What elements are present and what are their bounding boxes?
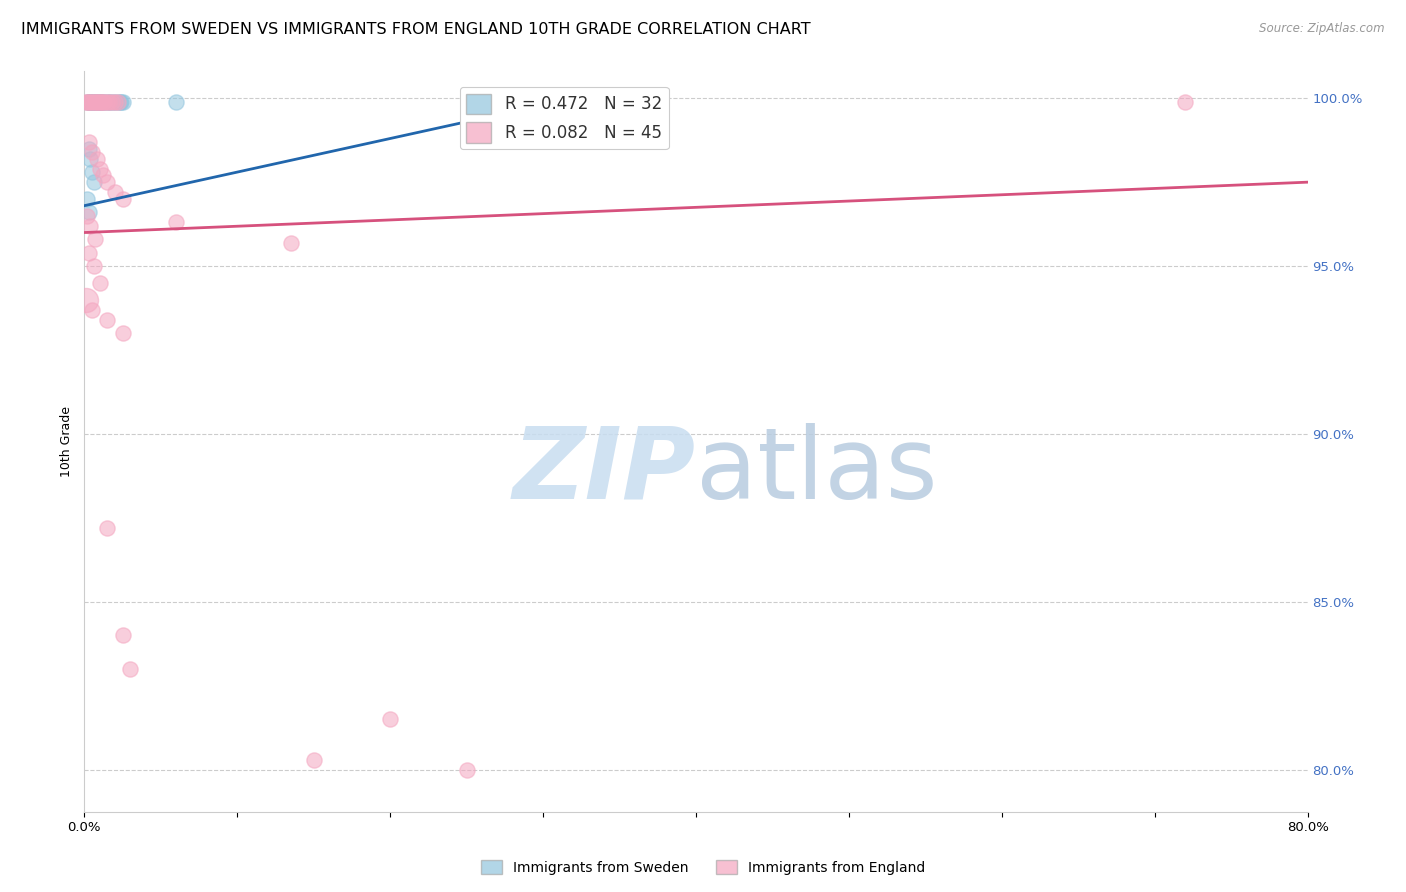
Point <box>90 95 112 109</box>
Point <box>380 712 402 726</box>
Point <box>90 95 112 109</box>
Point <box>107 95 129 109</box>
Point <box>84 232 107 246</box>
Point <box>86 152 108 166</box>
Point <box>80 302 103 317</box>
Point <box>75 95 97 109</box>
Point <box>80 145 103 159</box>
Legend: Immigrants from Sweden, Immigrants from England: Immigrants from Sweden, Immigrants from … <box>475 855 931 880</box>
Point <box>76 192 98 206</box>
Point <box>77 95 100 109</box>
Point <box>83 95 105 109</box>
Point <box>77 205 100 219</box>
Point <box>76 95 98 109</box>
Point <box>79 95 101 109</box>
Point <box>108 95 131 109</box>
Point <box>83 175 105 189</box>
Legend: R = 0.472   N = 32, R = 0.082   N = 45: R = 0.472 N = 32, R = 0.082 N = 45 <box>460 87 669 150</box>
Point <box>87 95 110 109</box>
Point <box>101 95 124 109</box>
Text: atlas: atlas <box>696 423 938 520</box>
Point <box>79 219 101 233</box>
Text: ZIP: ZIP <box>513 423 696 520</box>
Point <box>89 276 111 290</box>
Point <box>107 95 129 109</box>
Point <box>89 95 111 109</box>
Point <box>165 95 187 109</box>
Point <box>91 95 114 109</box>
Point <box>111 628 134 642</box>
Point <box>165 215 187 229</box>
Point <box>79 95 101 109</box>
Point <box>280 235 302 250</box>
Point <box>89 95 111 109</box>
Point <box>76 95 98 109</box>
Point <box>98 95 121 109</box>
Point <box>89 95 111 109</box>
Point <box>93 95 115 109</box>
Point <box>91 169 114 183</box>
Point <box>79 152 101 166</box>
Point <box>83 95 105 109</box>
Point <box>80 95 103 109</box>
Point <box>77 142 100 156</box>
Point <box>104 95 127 109</box>
Point <box>79 95 101 109</box>
Point <box>77 95 100 109</box>
Point <box>91 95 114 109</box>
Y-axis label: 10th Grade: 10th Grade <box>59 406 73 477</box>
Point <box>83 95 105 109</box>
Point <box>86 95 108 109</box>
Point <box>1174 95 1197 109</box>
Point <box>110 95 132 109</box>
Point <box>89 161 111 176</box>
Point <box>80 95 103 109</box>
Point <box>302 753 325 767</box>
Point <box>77 245 100 260</box>
Text: IMMIGRANTS FROM SWEDEN VS IMMIGRANTS FROM ENGLAND 10TH GRADE CORRELATION CHART: IMMIGRANTS FROM SWEDEN VS IMMIGRANTS FRO… <box>21 22 811 37</box>
Point <box>96 95 118 109</box>
Point <box>83 259 105 273</box>
Point <box>86 95 108 109</box>
Point <box>87 95 110 109</box>
Point <box>456 763 478 777</box>
Point <box>97 95 120 109</box>
Point <box>96 313 118 327</box>
Point <box>111 95 134 109</box>
Point <box>104 186 127 200</box>
Point <box>96 95 118 109</box>
Point <box>103 95 125 109</box>
Point <box>77 95 100 109</box>
Point <box>84 95 107 109</box>
Point <box>111 192 134 206</box>
Point <box>96 175 118 189</box>
Point <box>104 95 127 109</box>
Point <box>111 326 134 341</box>
Point <box>77 135 100 149</box>
Point <box>93 95 115 109</box>
Point <box>76 209 98 223</box>
Point <box>120 662 142 676</box>
Text: Source: ZipAtlas.com: Source: ZipAtlas.com <box>1260 22 1385 36</box>
Point <box>97 95 120 109</box>
Point <box>80 165 103 179</box>
Point <box>75 293 97 307</box>
Point <box>96 521 118 535</box>
Point <box>84 95 107 109</box>
